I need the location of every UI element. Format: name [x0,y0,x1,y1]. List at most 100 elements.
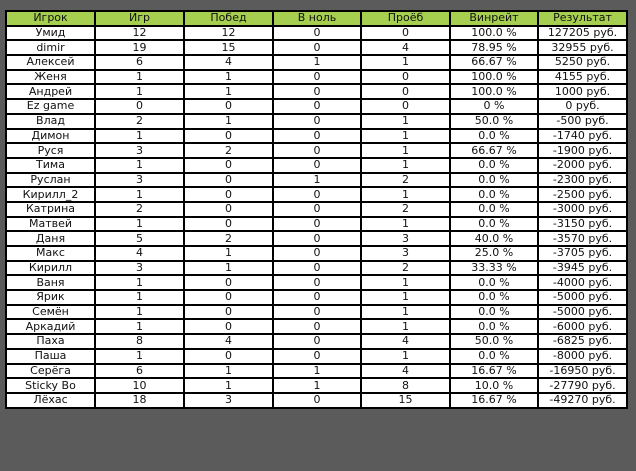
table-row: Тима 1 0 0 1 0.0 % -2000 руб. [5,156,628,174]
cell-winrate: 100.0 % [449,68,539,86]
cell-losses: 3 [360,230,451,247]
cell-wins: 0 [183,289,274,306]
cell-player: Ярик [5,289,96,306]
player-stats-table: Игрок Игр Побед В ноль Проёб Винрейт Результат… [5,10,628,409]
cell-wins: 2 [183,142,274,159]
cell-result: -27790 руб. [537,377,628,394]
cell-player: Умид [5,24,96,42]
cell-losses: 1 [360,142,451,159]
cell-losses: 1 [360,347,451,365]
cell-games: 6 [94,54,185,71]
cell-games: 1 [94,186,185,203]
cell-shutouts: 0 [272,200,362,218]
table-row: Руся 3 2 0 1 66.67 % -1900 руб. [5,142,628,159]
cell-winrate: 0.0 % [449,215,539,233]
cell-games: 6 [94,362,185,380]
cell-games: 1 [94,347,185,365]
cell-winrate: 0.0 % [449,156,539,174]
cell-winrate: 100.0 % [449,24,539,42]
cell-winrate: 10.0 % [449,377,539,394]
cell-losses: 1 [360,318,451,336]
cell-shutouts: 0 [272,289,362,306]
cell-wins: 0 [183,274,274,292]
cell-wins: 1 [183,83,274,101]
cell-winrate: 66.67 % [449,142,539,159]
cell-result: -3570 руб. [537,230,628,247]
column-header-player: Игрок [5,10,96,27]
cell-winrate: 16.67 % [449,362,539,380]
cell-result: -3945 руб. [537,259,628,277]
column-header-result: Результат [537,10,628,27]
cell-wins: 1 [183,245,274,262]
cell-result: -2500 руб. [537,186,628,203]
cell-losses: 1 [360,215,451,233]
cell-losses: 2 [360,259,451,277]
cell-winrate: 0.0 % [449,289,539,306]
cell-wins: 0 [183,186,274,203]
cell-games: 8 [94,333,185,350]
cell-games: 1 [94,127,185,145]
cell-losses: 1 [360,54,451,71]
table-row: Ваня 1 0 0 1 0.0 % -4000 руб. [5,274,628,292]
cell-player: Паха [5,333,96,350]
cell-games: 0 [94,98,185,115]
table-row: Паха 8 4 0 4 50.0 % -6825 руб. [5,333,628,350]
cell-player: Руслан [5,171,96,189]
cell-games: 4 [94,245,185,262]
cell-result: -5000 руб. [537,303,628,321]
column-header-losses: Проёб [360,10,451,27]
table-row: Семён 1 0 0 1 0.0 % -5000 руб. [5,303,628,321]
table-row: Умид 12 12 0 0 100.0 % 127205 руб. [5,24,628,42]
cell-games: 1 [94,68,185,86]
cell-losses: 8 [360,377,451,394]
cell-losses: 1 [360,303,451,321]
cell-shutouts: 0 [272,303,362,321]
table-row: Серёга 6 1 1 4 16.67 % -16950 руб. [5,362,628,380]
cell-winrate: 0.0 % [449,171,539,189]
cell-player: Лёхас [5,391,96,409]
table-row: dimir 19 15 0 4 78.95 % 32955 руб. [5,39,628,57]
column-header-wins: Побед [183,10,274,27]
cell-wins: 15 [183,39,274,57]
cell-games: 1 [94,156,185,174]
cell-shutouts: 0 [272,98,362,115]
cell-losses: 2 [360,200,451,218]
cell-shutouts: 0 [272,245,362,262]
cell-shutouts: 0 [272,68,362,86]
cell-shutouts: 0 [272,112,362,130]
cell-shutouts: 1 [272,377,362,394]
cell-player: Sticky Bo [5,377,96,394]
table-row: Ez game 0 0 0 0 0 % 0 руб. [5,98,628,115]
cell-result: 32955 руб. [537,39,628,57]
cell-player: Андрей [5,83,96,101]
table-row: Руслан 3 0 1 2 0.0 % -2300 руб. [5,171,628,189]
cell-result: -6825 руб. [537,333,628,350]
cell-shutouts: 1 [272,171,362,189]
cell-games: 19 [94,39,185,57]
cell-player: Алексей [5,54,96,71]
cell-shutouts: 0 [272,333,362,350]
cell-winrate: 0.0 % [449,186,539,203]
cell-games: 5 [94,230,185,247]
cell-winrate: 100.0 % [449,83,539,101]
cell-wins: 0 [183,215,274,233]
cell-losses: 0 [360,68,451,86]
cell-result: -49270 руб. [537,391,628,409]
cell-result: 1000 руб. [537,83,628,101]
table-row: Даня 5 2 0 3 40.0 % -3570 руб. [5,230,628,247]
cell-wins: 0 [183,303,274,321]
cell-losses: 4 [360,39,451,57]
cell-winrate: 78.95 % [449,39,539,57]
cell-player: Кирилл_2 [5,186,96,203]
cell-winrate: 0.0 % [449,274,539,292]
cell-shutouts: 0 [272,127,362,145]
cell-result: -1740 руб. [537,127,628,145]
cell-winrate: 0.0 % [449,127,539,145]
cell-losses: 4 [360,362,451,380]
cell-wins: 4 [183,333,274,350]
table-row: Кирилл 3 1 0 2 33.33 % -3945 руб. [5,259,628,277]
cell-shutouts: 0 [272,142,362,159]
cell-losses: 4 [360,333,451,350]
cell-player: Макс [5,245,96,262]
cell-winrate: 0.0 % [449,318,539,336]
